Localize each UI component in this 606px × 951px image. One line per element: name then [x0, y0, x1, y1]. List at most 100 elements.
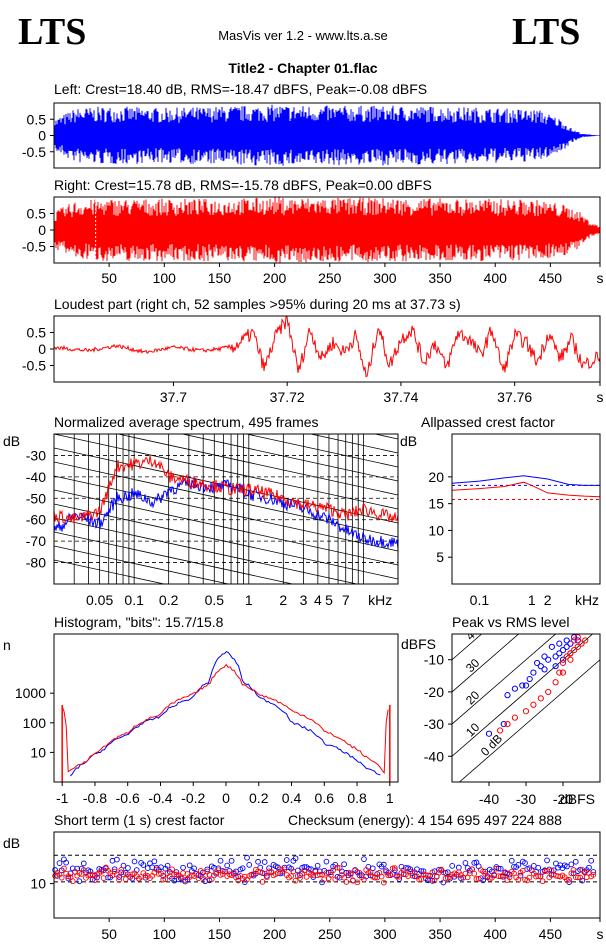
peak-rms-title: Peak vs RMS level [452, 614, 569, 630]
spectrum-slope-line [244, 434, 398, 468]
short-term-point-right [328, 872, 334, 878]
histogram-xtick-label: -0.4 [148, 790, 172, 806]
histogram-xtick-label: -0.2 [181, 790, 205, 806]
histogram-frame [53, 633, 399, 783]
short-term-point-right [330, 867, 336, 874]
right-waveform-frame [53, 196, 601, 264]
short-term-point-right [352, 867, 358, 874]
peak-rms-ytick-label: -10 [424, 652, 444, 668]
peak-rms-diagonal-label: 30 [463, 656, 483, 676]
short-term-point-right [367, 869, 374, 876]
short-term-point-right [281, 866, 288, 873]
spectrum-slope-line [54, 461, 398, 538]
short-term-point-left [244, 854, 250, 861]
crest-series-left [451, 475, 600, 486]
short-term-point-right [259, 879, 266, 885]
loudest-ytick-label: 0.5 [27, 325, 47, 341]
short-term-point-right [502, 869, 508, 876]
short-term-point-right [575, 874, 581, 881]
spectrum-slope-line [180, 434, 398, 482]
short-term-point-right [61, 865, 67, 872]
peak-rms-point-left [552, 663, 559, 670]
peak-rms-point-left [485, 730, 493, 737]
short-term-point-right [158, 870, 164, 877]
peak-rms-point-left [571, 634, 578, 641]
short-term-xtick-label: 300 [373, 926, 397, 942]
spectrum-slope-line [54, 447, 398, 524]
peak-rms-ytick-label: -20 [424, 684, 444, 700]
spectrum-ylabel: dB [3, 433, 20, 449]
spectrum-slope-line [116, 434, 398, 496]
peak-rms-point-left [556, 640, 563, 647]
short-term-point-left [522, 860, 528, 866]
right-waveform-ytick-label: 0.5 [27, 206, 47, 222]
histogram-xtick-label: 1 [386, 790, 394, 806]
left-waveform-ytick-label: 0 [38, 128, 46, 144]
short-term-point-right [429, 869, 436, 876]
spectrum-xtick-label: 0.2 [159, 592, 179, 608]
short-term-point-right [469, 866, 475, 873]
short-term-point-right [303, 874, 310, 880]
histogram-title: Histogram, "bits": 15.7/15.8 [54, 614, 224, 630]
loudest-xtick-label: s [597, 389, 604, 405]
short-term-point-right [87, 871, 94, 878]
right-waveform-ytick-label: -0.5 [22, 239, 46, 255]
peak-rms-point-right [511, 714, 519, 721]
logo-left: LTS [18, 11, 86, 53]
short-term-xtick-label: 450 [539, 926, 563, 942]
histogram-xtick-label: 0.4 [282, 790, 302, 806]
short-term-point-right [473, 876, 480, 882]
short-term-point-right [372, 874, 378, 881]
plot-layer: 0.50-0.50.50-0.550 100 150 200 250 300 350 400 4… [15, 102, 604, 942]
peak-rms-ylabel: dBFS [401, 636, 436, 652]
short-term-point-left [191, 865, 197, 872]
short-term-point-right [169, 866, 175, 873]
short-term-point-left [186, 862, 193, 869]
crest-ytick-label: 10 [428, 522, 444, 538]
short-term-point-right [288, 873, 295, 879]
peak-rms-point-right [559, 669, 567, 676]
peak-rms-point-left [545, 656, 552, 663]
peak-rms-frame [451, 633, 601, 783]
histogram-xtick-label: 0.8 [347, 790, 367, 806]
short-term-point-right [91, 877, 98, 883]
short-term-point-right [471, 870, 478, 877]
spectrum-xtick-label: 2 [279, 592, 287, 608]
short-term-point-right [577, 874, 583, 881]
spectrum-slope-line [54, 308, 398, 383]
short-term-point-right [411, 869, 418, 875]
short-term-point-right [493, 865, 500, 872]
peak-rms-point-left [563, 637, 570, 644]
short-term-point-right [440, 869, 447, 876]
peak-rms-diagonal [452, 634, 594, 757]
spectrum-ytick-label: -30 [26, 447, 46, 463]
spectrum-slope-line [308, 434, 398, 454]
peak-rms-point-right [567, 650, 574, 657]
short-term-point-right [378, 873, 385, 880]
peak-rms-point-right [504, 720, 511, 728]
short-term-point-left [111, 866, 118, 873]
peak-rms-point-right [578, 640, 585, 647]
short-term-point-left [550, 867, 557, 874]
left-waveform-frame [53, 102, 601, 169]
short-term-point-left [292, 855, 299, 862]
short-term-point-left [462, 860, 469, 866]
short-term-point-right [394, 873, 400, 880]
crest-title: Allpassed crest factor [421, 414, 555, 430]
peak-rms-point-right [567, 656, 574, 663]
peak-rms-ytick-label: -30 [424, 716, 444, 732]
loudest-xtick-label: 37.7 [160, 389, 187, 405]
short-term-point-left [125, 865, 131, 871]
left-waveform-ytick-label: -0.5 [22, 144, 46, 160]
peak-rms-point-right [571, 646, 578, 654]
short-term-point-right [564, 877, 570, 883]
short-term-point-right [361, 876, 367, 883]
short-term-xtick-label: 100 [153, 926, 177, 942]
short-term-point-right [391, 865, 398, 871]
short-term-point-right [475, 876, 482, 882]
peak-rms-point-left [559, 656, 567, 663]
short-term-point-left [572, 858, 579, 865]
short-term-point-left [341, 861, 347, 868]
spectrum-xtick-label: 4 [314, 592, 322, 608]
